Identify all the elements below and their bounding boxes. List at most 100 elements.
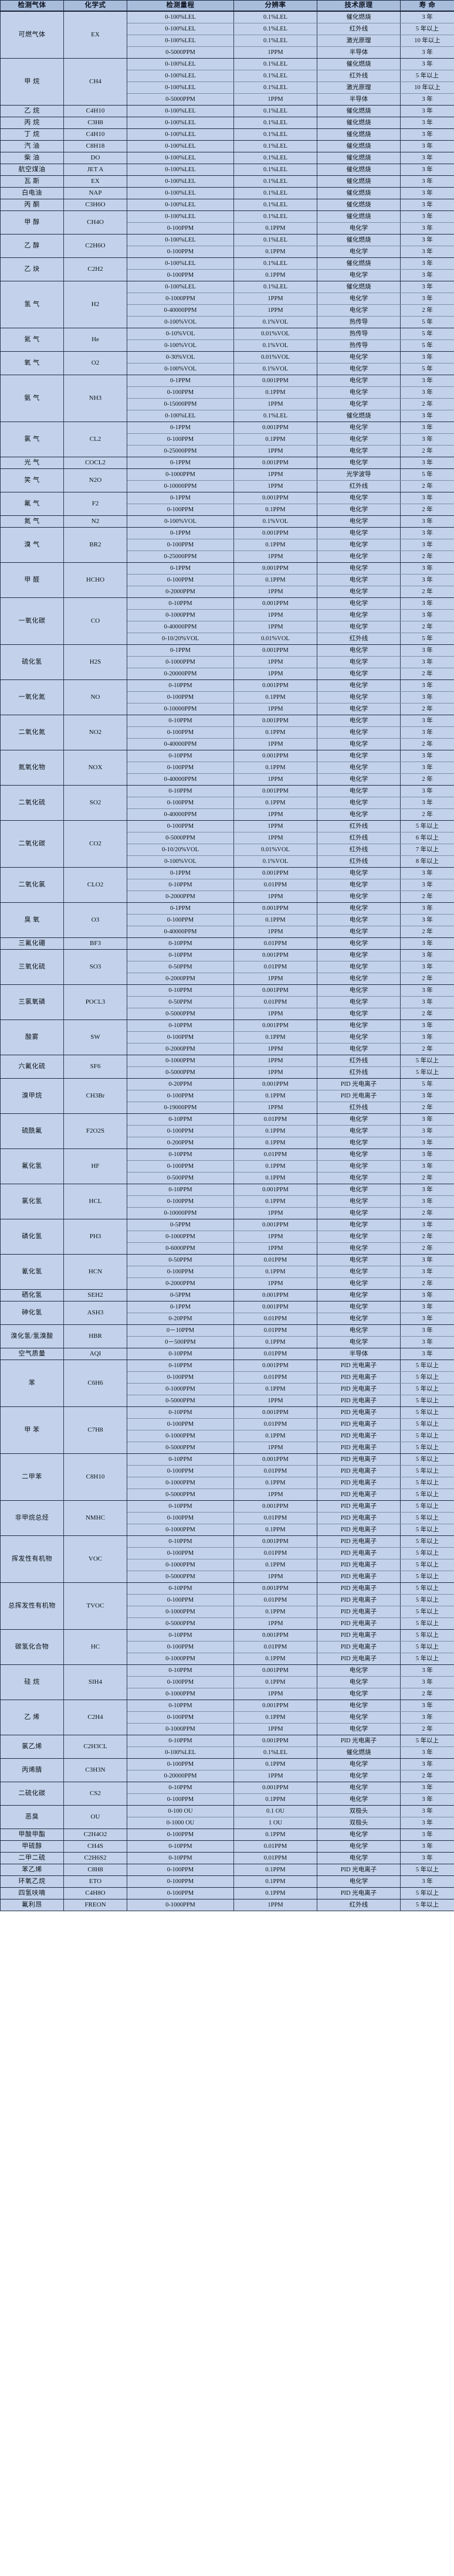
technology-cell: 电化学 [317,1852,401,1864]
lifetime-cell: 3 年 [400,715,454,727]
lifetime-cell: 3 年 [400,1113,454,1126]
technology-cell: 电化学 [317,351,401,363]
detection-range-cell: 0-2000PPM [127,1277,234,1290]
detection-range-cell: 0-10/20%VOL [127,633,234,645]
gas-name-cell: 空气质量 [0,1348,64,1360]
resolution-cell: 0.1PPM [233,762,317,774]
detection-range-cell: 0-40000PPM [127,621,234,633]
technology-cell: 电化学 [317,1148,401,1161]
lifetime-cell: 2 年 [400,1008,454,1020]
resolution-cell: 0.1%LEL [233,175,317,188]
resolution-cell: 1PPM [233,304,317,317]
technology-cell: 电化学 [317,867,401,879]
lifetime-cell: 2 年 [400,445,454,457]
detection-range-cell: 0－10PPM [127,1324,234,1337]
lifetime-cell: 3 年 [400,644,454,657]
lifetime-cell: 5 年以上 [400,1418,454,1430]
lifetime-cell: 5 年 [400,468,454,481]
resolution-cell: 0.001PPM [233,949,317,961]
gas-name-cell: 氮 气 [0,515,64,528]
technology-cell: 电化学 [317,703,401,715]
lifetime-cell: 3 年 [400,902,454,915]
detection-range-cell: 0-40000PPM [127,808,234,821]
table-row: 0-10/20%VOL 0.01%VOL 红外线 5 年 [1,633,454,645]
detection-range-cell: 0-10PPM [127,1360,234,1372]
technology-cell: 电化学 [317,914,401,926]
table-row: 氯 气 CL2 0-1PPM 0.001PPM 电化学 3 年 [0,422,454,457]
lifetime-cell: 5 年以上 [400,1571,454,1583]
chemical-formula-cell: CO [63,597,127,645]
resolution-cell: 0.1PPM [233,1172,317,1184]
table-row: 二氧化氯 CLO2 0-1PPM 0.001PPM 电化学 3 年 [0,867,454,903]
lifetime-cell: 5 年以上 [400,1477,454,1489]
resolution-cell: 0.001PPM [233,1219,317,1231]
resolution-cell: 0.001PPM [233,679,317,692]
lifetime-cell: 3 年 [400,1793,454,1806]
lifetime-cell: 3 年 [400,1090,454,1102]
technology-cell: PID 光电离子 [317,1078,401,1090]
lifetime-cell: 7 年以上 [400,844,454,856]
detection-range-cell: 0-100%LEL [127,23,234,35]
lifetime-cell: 3 年 [400,527,454,539]
resolution-cell: 1PPM [233,1770,317,1782]
technology-cell: 催化燃烧 [317,152,401,164]
table-row: 光 气 COCL2 0-1PPM 0.001PPM 电化学 3 年 [0,457,454,469]
table-row: 0-5000PPM 1PPM 半导体 3 年 [1,46,454,59]
technology-cell: 电化学 [317,586,401,598]
technology-cell: 热传导 [317,328,401,340]
detection-range-cell: 0-20000PPM [127,668,234,680]
technology-cell: 双极头 [317,1817,401,1829]
resolution-cell: 0.1PPM [233,1676,317,1688]
technology-cell: 催化燃烧 [317,175,401,188]
detection-range-cell: 0-5000PPM [127,832,234,844]
resolution-cell: 0.01PPM [233,1418,317,1430]
detection-range-cell: 0-1000PPM [127,1430,234,1442]
table-row: 一氧化碳 CO 0-10PPM 0.001PPM 电化学 3 年 [0,597,454,645]
technology-cell: 电化学 [317,550,401,563]
resolution-cell: 0.1PPM [233,574,317,586]
technology-cell: 半导体 [317,46,401,59]
lifetime-cell: 5 年以上 [400,23,454,35]
table-row: 0-5000PPM 1PPM PID 光电离子 5 年以上 [1,1442,454,1454]
table-row: 0-100PPM 0.1PPM 电化学 2 年 [1,504,454,516]
detection-range-cell: 0-2000PPM [127,1043,234,1055]
lifetime-cell: 3 年 [400,1313,454,1325]
detection-range-cell: 0-5000PPM [127,1442,234,1454]
detection-range-cell: 0-30%VOL [127,351,234,363]
technology-cell: 电化学 [317,808,401,821]
table-row: 甲 醇 CH4O 0-100%LEL 0.1%LEL 催化燃烧 3 年 [0,210,454,235]
resolution-cell: 0.01PPM [233,879,317,891]
lifetime-cell: 2 年 [400,1723,454,1735]
detection-range-cell: 0-5000PPM [127,1066,234,1079]
gas-name-cell: 柴 油 [0,152,64,164]
detection-range-cell: 0-5PPM [127,1219,234,1231]
detection-range-cell: 0-100PPM [127,1195,234,1208]
resolution-cell: 0.001PPM [233,492,317,504]
detection-range-cell: 0-1PPM [127,527,234,539]
table-row: 0-100PPM 0.1PPM PID 光电离子 3 年 [1,1090,454,1102]
resolution-cell: 0.1PPM [233,1336,317,1348]
detection-range-cell: 0-100PPM [127,504,234,516]
table-row: 三氯氧磷 POCL3 0-10PPM 0.001PPM 电化学 3 年 [0,984,454,1020]
detection-range-cell: 0-10PPM [127,597,234,610]
column-header-gas: 检测气体 [0,0,64,12]
chemical-formula-cell: SO2 [63,785,127,821]
resolution-cell: 0.1PPM [233,1875,317,1888]
lifetime-cell: 3 年 [400,246,454,258]
lifetime-cell: 2 年 [400,550,454,563]
table-row: 氮 气 N2 0-100%VOL 0.1%VOL 电化学 3 年 [0,515,454,528]
table-row: 挥发性有机物 VOC 0-10PPM 0.001PPM PID 光电离子 5 年以上 [0,1535,454,1583]
resolution-cell: 0.001PPM [233,1019,317,1032]
gas-name-cell: 三氯氧磷 [0,984,64,1020]
technology-cell: PID 光电离子 [317,1524,401,1536]
table-row: 0-100PPM 0.1PPM 电化学 3 年 [1,1031,454,1044]
technology-cell: 光学波导 [317,468,401,481]
detection-range-cell: 0-10PPM [127,1629,234,1642]
technology-cell: 催化燃烧 [317,105,401,117]
resolution-cell: 0.001PPM [233,1629,317,1642]
detection-range-cell: 0-100PPM [127,1864,234,1876]
table-row: 非甲烷总烃 NMHC 0-10PPM 0.001PPM PID 光电离子 5 年以上 [0,1500,454,1536]
technology-cell: 半导体 [317,1348,401,1360]
resolution-cell: 1PPM [233,1617,317,1630]
table-row: 0-5000PPM 1PPM 电化学 2 年 [1,1008,454,1020]
